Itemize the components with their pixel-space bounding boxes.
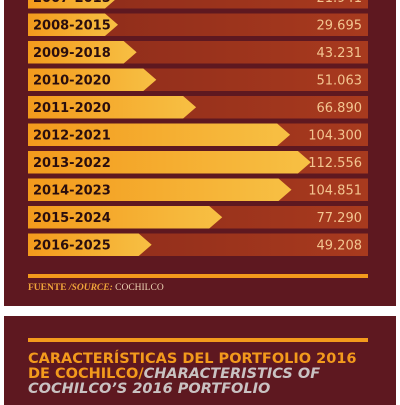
category-label: 2007-2015 bbox=[33, 0, 111, 6]
category-label: 2012-2021 bbox=[33, 128, 111, 143]
bar bbox=[28, 178, 292, 201]
bar bbox=[28, 206, 223, 229]
bar bbox=[28, 13, 118, 36]
source-label: FUENTE /SOURCE: bbox=[28, 283, 113, 293]
value-label: 112.556 bbox=[308, 156, 362, 171]
value-label: 29.695 bbox=[317, 18, 363, 33]
value-label: 51.063 bbox=[317, 73, 363, 88]
row-band bbox=[28, 0, 368, 9]
section-panel bbox=[4, 316, 396, 405]
divider-line bbox=[28, 274, 368, 278]
source-value: COCHILCO bbox=[115, 283, 164, 293]
source-label-en: /SOURCE: bbox=[68, 283, 113, 293]
category-label: 2010-2020 bbox=[33, 73, 111, 88]
section-title-en: CHARACTERISTICS OF COCHILCO’S 2016 PORTF… bbox=[28, 366, 321, 397]
row-band bbox=[28, 13, 368, 36]
value-label: 49.208 bbox=[317, 238, 363, 253]
section-divider-line bbox=[28, 338, 368, 342]
category-label: 2008-2015 bbox=[33, 18, 111, 33]
source-label-es: FUENTE bbox=[28, 283, 67, 293]
bar bbox=[28, 233, 152, 256]
bar bbox=[28, 151, 311, 174]
portfolio-bar-chart: 2007-2015 21.941 2008-2015 29.695 2009-2018 4… bbox=[28, 0, 368, 256]
bar bbox=[28, 96, 197, 119]
value-label: 104.851 bbox=[308, 183, 362, 198]
value-label: 21.941 bbox=[317, 0, 363, 6]
section-title-sep: / bbox=[138, 366, 144, 382]
category-label: 2013-2022 bbox=[33, 156, 111, 171]
source-note: FUENTE /SOURCE: COCHILCO bbox=[28, 283, 164, 293]
bar bbox=[28, 68, 157, 91]
category-label: 2014-2023 bbox=[33, 183, 111, 198]
bar bbox=[28, 123, 291, 146]
section-title-es: CARACTERÍSTICAS DEL PORTFOLIO 2016 DE CO… bbox=[28, 351, 357, 382]
value-label: 104.300 bbox=[308, 128, 362, 143]
section-title: CARACTERÍSTICAS DEL PORTFOLIO 2016 DE CO… bbox=[28, 352, 378, 397]
value-label: 66.890 bbox=[317, 101, 363, 116]
value-label: 43.231 bbox=[317, 46, 363, 61]
value-label: 77.290 bbox=[317, 211, 363, 226]
category-label: 2009-2018 bbox=[33, 46, 111, 61]
category-label: 2015-2024 bbox=[33, 211, 111, 226]
bar bbox=[28, 0, 115, 9]
category-label: 2016-2025 bbox=[33, 238, 111, 253]
bar bbox=[28, 41, 137, 64]
category-label: 2011-2020 bbox=[33, 101, 111, 116]
